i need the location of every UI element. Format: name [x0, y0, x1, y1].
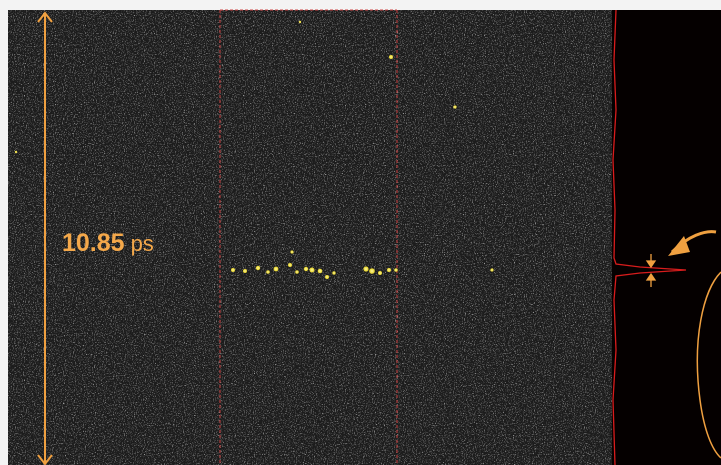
- profile-panel: [612, 10, 721, 465]
- span-value: 10.85: [62, 229, 125, 257]
- streak-image: 10.85ps: [0, 0, 721, 465]
- span-unit: ps: [131, 231, 154, 256]
- page: 10.85ps (() => { const data = JSON.parse…: [0, 0, 721, 465]
